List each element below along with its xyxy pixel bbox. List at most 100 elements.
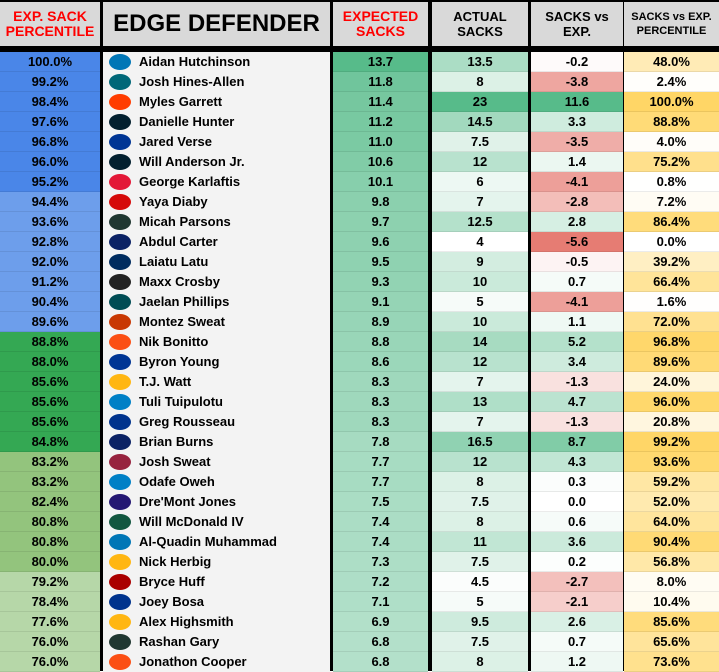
actual-sacks-cell: 8	[432, 72, 528, 92]
player-row: Dre'Mont Jones	[103, 492, 330, 512]
actual-sacks-cell: 7.5	[432, 552, 528, 572]
player-name: Greg Rousseau	[139, 414, 236, 429]
sacks-vs-exp-percentile-cell: 59.2%	[624, 472, 719, 492]
sacks-vs-exp-cell: -2.8	[531, 192, 623, 212]
player-row: Joey Bosa	[103, 592, 330, 612]
sacks-vs-exp-percentile-cell: 52.0%	[624, 492, 719, 512]
player-row: Montez Sweat	[103, 312, 330, 332]
sacks-vs-exp-cell: 4.3	[531, 452, 623, 472]
sacks-vs-exp-cell: 3.4	[531, 352, 623, 372]
sacks-vs-exp-cell: -2.7	[531, 572, 623, 592]
player-name: Will McDonald IV	[139, 514, 244, 529]
player-name: Jared Verse	[139, 134, 213, 149]
exp-sack-percentile-cell: 79.2%	[0, 572, 100, 592]
actual-sacks-cell: 7	[432, 412, 528, 432]
player-row: Josh Sweat	[103, 452, 330, 472]
expected-sacks-cell: 8.3	[333, 412, 428, 432]
sacks-vs-exp-cell: 0.2	[531, 552, 623, 572]
actual-sacks-cell: 12	[432, 452, 528, 472]
sacks-vs-exp-cell: -0.2	[531, 52, 623, 72]
player-row: Al-Quadin Muhammad	[103, 532, 330, 552]
player-row: Tuli Tuipulotu	[103, 392, 330, 412]
packers-logo-icon	[109, 634, 131, 650]
sacks-vs-exp-percentile-cell: 73.6%	[624, 652, 719, 672]
packers-logo-icon	[109, 214, 131, 230]
actual-sacks-cell: 6	[432, 172, 528, 192]
sacks-vs-exp-percentile-cell: 75.2%	[624, 152, 719, 172]
sacks-vs-exp-percentile-cell: 4.0%	[624, 132, 719, 152]
sacks-vs-exp-cell: -0.5	[531, 252, 623, 272]
sacks-vs-exp-percentile-cell: 2.4%	[624, 72, 719, 92]
actual-sacks-cell: 8	[432, 652, 528, 672]
player-name: Bryce Huff	[139, 574, 205, 589]
actual-sacks-cell: 7.5	[432, 132, 528, 152]
header-sacks-vs-exp-percentile: SACKS vs EXP. PERCENTILE	[624, 2, 719, 46]
player-name: Josh Sweat	[139, 454, 211, 469]
player-row: Yaya Diaby	[103, 192, 330, 212]
player-name: T.J. Watt	[139, 374, 192, 389]
player-name: Dre'Mont Jones	[139, 494, 236, 509]
sacks-vs-exp-percentile-cell: 20.8%	[624, 412, 719, 432]
sacks-vs-exp-percentile-cell: 7.2%	[624, 192, 719, 212]
player-row: Will McDonald IV	[103, 512, 330, 532]
player-row: Greg Rousseau	[103, 412, 330, 432]
eagles-logo-icon	[109, 294, 131, 310]
sacks-vs-exp-cell: -1.3	[531, 372, 623, 392]
actual-sacks-cell: 12	[432, 152, 528, 172]
sacks-vs-exp-cell: -5.6	[531, 232, 623, 252]
player-name: Micah Parsons	[139, 214, 231, 229]
jets-logo-icon	[109, 514, 131, 530]
rams-logo-icon	[109, 134, 131, 150]
cardinals-logo-icon	[109, 454, 131, 470]
player-name: Rashan Gary	[139, 634, 220, 649]
actual-sacks-cell: 4	[432, 232, 528, 252]
exp-sack-percentile-cell: 91.2%	[0, 272, 100, 292]
actual-sacks-column: 13.5 8 23 14.5 7.5 12 6 7 12.5 4 9 10 5 10 14 12 7 13 7 16.…	[432, 52, 528, 672]
ravens-logo-icon	[109, 494, 131, 510]
sacks-vs-exp-cell: -4.1	[531, 292, 623, 312]
player-name: Nick Herbig	[139, 554, 212, 569]
steelers-logo-icon	[109, 374, 131, 390]
exp-sack-percentile-cell: 76.0%	[0, 652, 100, 672]
actual-sacks-cell: 13	[432, 392, 528, 412]
exp-sack-percentile-cell: 83.2%	[0, 472, 100, 492]
actual-sacks-cell: 11	[432, 532, 528, 552]
expected-sacks-cell: 9.8	[333, 192, 428, 212]
expected-sacks-cell: 9.6	[333, 232, 428, 252]
sacks-vs-exp-cell: 1.2	[531, 652, 623, 672]
sacks-vs-exp-cell: -4.1	[531, 172, 623, 192]
sacks-vs-exp-percentile-cell: 100.0%	[624, 92, 719, 112]
sacks-vs-exp-percentile-cell: 96.8%	[624, 332, 719, 352]
giants-logo-icon	[109, 434, 131, 450]
actual-sacks-cell: 5	[432, 292, 528, 312]
player-name: Nik Bonitto	[139, 334, 209, 349]
exp-sack-percentile-cell: 89.6%	[0, 312, 100, 332]
exp-sack-percentile-cell: 85.6%	[0, 392, 100, 412]
sacks-vs-exp-cell: -1.3	[531, 412, 623, 432]
sacks-vs-exp-cell: 1.1	[531, 312, 623, 332]
expected-sacks-cell: 11.8	[333, 72, 428, 92]
player-row: Myles Garrett	[103, 92, 330, 112]
player-row: Aidan Hutchinson	[103, 52, 330, 72]
expected-sacks-cell: 7.3	[333, 552, 428, 572]
browns-logo-icon	[109, 94, 131, 110]
sacks-vs-exp-percentile-cell: 72.0%	[624, 312, 719, 332]
expected-sacks-cell: 11.0	[333, 132, 428, 152]
exp-sack-percentile-cell: 80.0%	[0, 552, 100, 572]
player-name: Josh Hines-Allen	[139, 74, 245, 89]
player-row: Nik Bonitto	[103, 332, 330, 352]
exp-sack-percentile-cell: 78.4%	[0, 592, 100, 612]
expected-sacks-cell: 7.8	[333, 432, 428, 452]
expected-sacks-cell: 7.5	[333, 492, 428, 512]
player-row: Laiatu Latu	[103, 252, 330, 272]
sacks-vs-exp-cell: 3.3	[531, 112, 623, 132]
exp-sack-percentile-cell: 99.2%	[0, 72, 100, 92]
steelers-logo-icon	[109, 554, 131, 570]
sacks-vs-exp-cell: 5.2	[531, 332, 623, 352]
actual-sacks-cell: 10	[432, 272, 528, 292]
expected-sacks-cell: 7.7	[333, 472, 428, 492]
sacks-vs-exp-percentile-cell: 1.6%	[624, 292, 719, 312]
actual-sacks-cell: 5	[432, 592, 528, 612]
actual-sacks-cell: 7	[432, 372, 528, 392]
broncos-logo-icon	[109, 654, 131, 670]
